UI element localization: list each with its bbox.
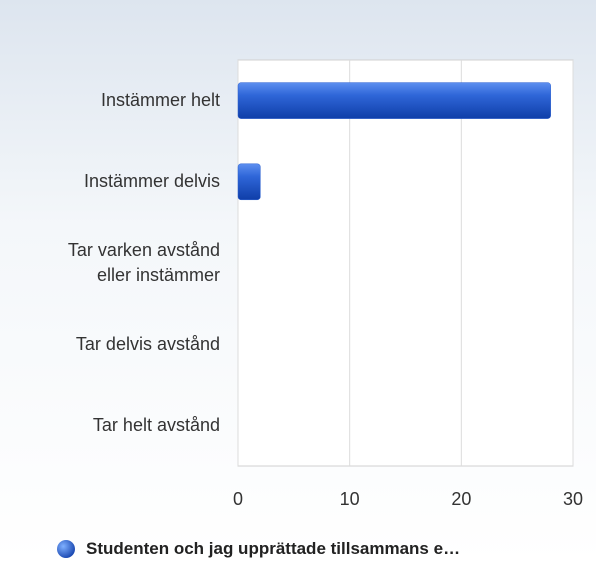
bar — [237, 163, 261, 201]
x-tick-label: 30 — [563, 489, 583, 509]
legend-label: Studenten och jag upprättade tillsammans… — [86, 539, 461, 558]
y-tick-label: Instämmer delvis — [83, 171, 220, 192]
y-tick-label: Tar delvis avstånd — [75, 333, 220, 354]
legend-marker — [57, 540, 75, 558]
x-tick-label: 10 — [340, 489, 360, 509]
y-tick-label: Tar varken avstånd eller instämmer — [67, 240, 220, 285]
x-tick-label: 20 — [451, 489, 471, 509]
x-tick-label: 0 — [233, 489, 243, 509]
y-tick-label: Tar helt avstånd — [92, 414, 220, 435]
bar — [237, 82, 551, 119]
y-tick-label: Instämmer helt — [100, 90, 220, 111]
plot-area — [237, 59, 574, 467]
